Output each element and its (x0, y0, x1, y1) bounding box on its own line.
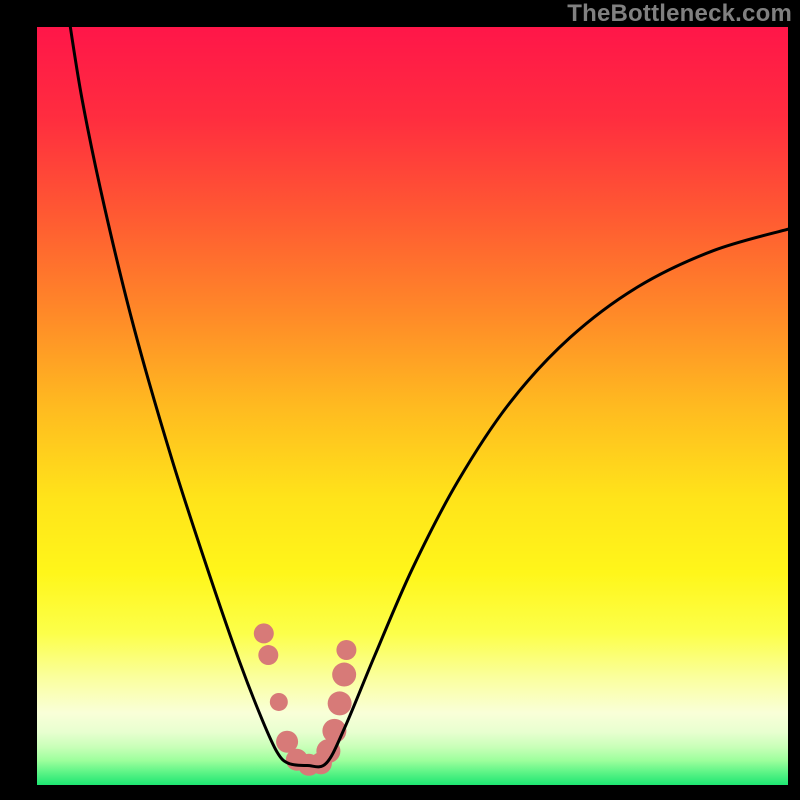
plot-area (37, 27, 788, 785)
bottleneck-chart (0, 0, 800, 800)
chart-frame: TheBottleneck.com (0, 0, 800, 800)
watermark-text: TheBottleneck.com (567, 0, 792, 28)
